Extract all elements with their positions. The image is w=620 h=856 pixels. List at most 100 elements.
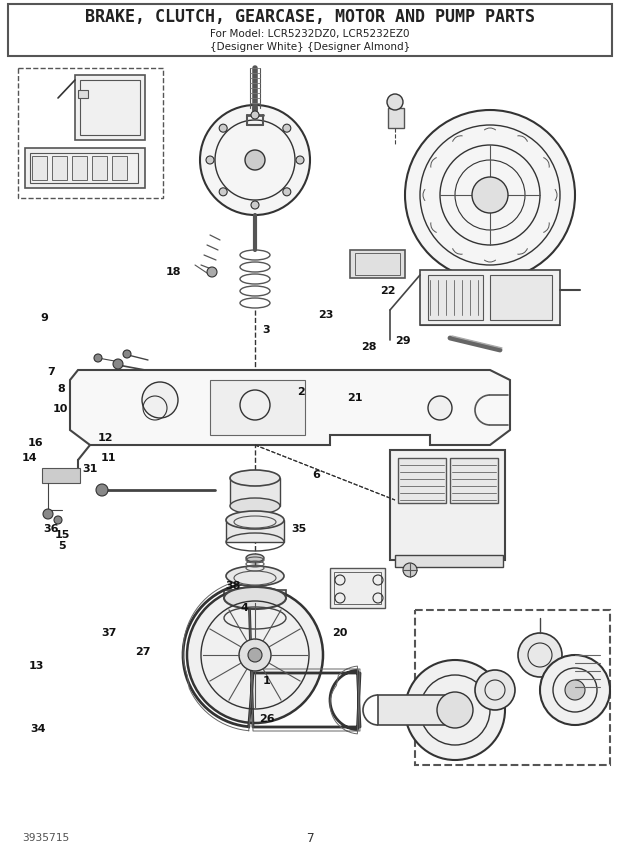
Text: 20: 20 [332, 628, 347, 639]
Ellipse shape [246, 554, 264, 562]
Text: 31: 31 [82, 464, 97, 474]
Circle shape [296, 156, 304, 164]
Circle shape [206, 156, 214, 164]
Text: 29: 29 [395, 336, 411, 346]
Bar [32, 156, 47, 180]
Ellipse shape [230, 498, 280, 514]
Text: 4: 4 [241, 603, 249, 613]
Bar [72, 156, 87, 180]
Circle shape [405, 110, 575, 280]
Circle shape [43, 509, 53, 519]
Circle shape [187, 587, 323, 723]
Text: 3: 3 [263, 324, 270, 335]
Circle shape [142, 382, 178, 418]
Circle shape [94, 354, 102, 362]
Circle shape [251, 201, 259, 209]
Circle shape [403, 563, 417, 577]
Text: 3935715: 3935715 [22, 833, 69, 843]
Circle shape [123, 350, 131, 358]
Text: 23: 23 [318, 310, 333, 320]
Circle shape [54, 516, 62, 524]
Circle shape [283, 124, 291, 132]
Bar [210, 380, 305, 435]
Circle shape [518, 633, 562, 677]
Ellipse shape [226, 566, 284, 586]
Bar [25, 148, 145, 188]
Bar [30, 153, 138, 183]
Text: 12: 12 [98, 433, 113, 443]
Circle shape [245, 150, 265, 170]
Circle shape [200, 105, 310, 215]
Text: 8: 8 [57, 384, 64, 395]
Bar [330, 568, 385, 608]
Circle shape [96, 484, 108, 496]
Bar [428, 275, 483, 320]
Bar [350, 250, 405, 278]
Bar [398, 458, 446, 503]
Bar [226, 520, 284, 542]
Bar [224, 590, 286, 618]
Bar [112, 156, 127, 180]
Text: 1: 1 [263, 675, 270, 686]
Circle shape [113, 359, 123, 369]
Text: 13: 13 [29, 661, 43, 671]
Ellipse shape [226, 511, 284, 529]
Bar [378, 695, 456, 725]
Text: 27: 27 [135, 647, 150, 657]
Text: {Designer White} {Designer Almond}: {Designer White} {Designer Almond} [210, 42, 410, 52]
Bar [75, 75, 145, 140]
Text: 37: 37 [101, 628, 116, 639]
Circle shape [219, 124, 227, 132]
Text: 10: 10 [53, 404, 68, 414]
Bar [450, 458, 498, 503]
Text: 28: 28 [361, 342, 376, 352]
Text: 16: 16 [28, 438, 44, 449]
Text: BRAKE, CLUTCH, GEARCASE, MOTOR AND PUMP PARTS: BRAKE, CLUTCH, GEARCASE, MOTOR AND PUMP … [85, 8, 535, 26]
Text: 26: 26 [259, 714, 275, 724]
Bar [230, 478, 280, 506]
Ellipse shape [230, 470, 280, 486]
Text: 6: 6 [312, 470, 320, 480]
Text: eReplacementParts.com: eReplacementParts.com [200, 421, 420, 439]
Circle shape [437, 692, 473, 728]
Circle shape [219, 187, 227, 196]
Text: 22: 22 [379, 286, 396, 296]
Text: 38: 38 [225, 581, 240, 591]
Bar [420, 270, 560, 325]
Circle shape [387, 94, 403, 110]
Text: 9: 9 [41, 313, 48, 324]
Text: 11: 11 [100, 453, 117, 463]
Bar [52, 156, 67, 180]
Bar [355, 253, 400, 275]
Circle shape [565, 680, 585, 700]
Polygon shape [70, 370, 510, 445]
Circle shape [428, 396, 452, 420]
Circle shape [248, 648, 262, 662]
Text: 7: 7 [47, 367, 55, 377]
Text: 18: 18 [166, 267, 182, 277]
Text: 14: 14 [22, 453, 38, 463]
Text: For Model: LCR5232DZ0, LCR5232EZ0: For Model: LCR5232DZ0, LCR5232EZ0 [210, 29, 410, 39]
Bar [78, 90, 88, 98]
Text: 35: 35 [291, 524, 306, 534]
Circle shape [283, 187, 291, 196]
Circle shape [472, 177, 508, 213]
Bar [92, 156, 107, 180]
Text: 34: 34 [30, 724, 46, 734]
Ellipse shape [224, 587, 286, 609]
Circle shape [540, 655, 610, 725]
Bar [18, 68, 163, 198]
Bar [388, 108, 404, 128]
Circle shape [405, 660, 505, 760]
Circle shape [475, 670, 515, 710]
Circle shape [240, 390, 270, 420]
Circle shape [239, 639, 271, 671]
Bar [490, 275, 552, 320]
Text: 15: 15 [55, 530, 69, 540]
Text: 36: 36 [43, 524, 58, 534]
Text: 21: 21 [347, 393, 362, 403]
Circle shape [251, 111, 259, 119]
Bar [390, 450, 505, 560]
Text: 2: 2 [297, 387, 304, 397]
Text: 5: 5 [58, 541, 66, 551]
